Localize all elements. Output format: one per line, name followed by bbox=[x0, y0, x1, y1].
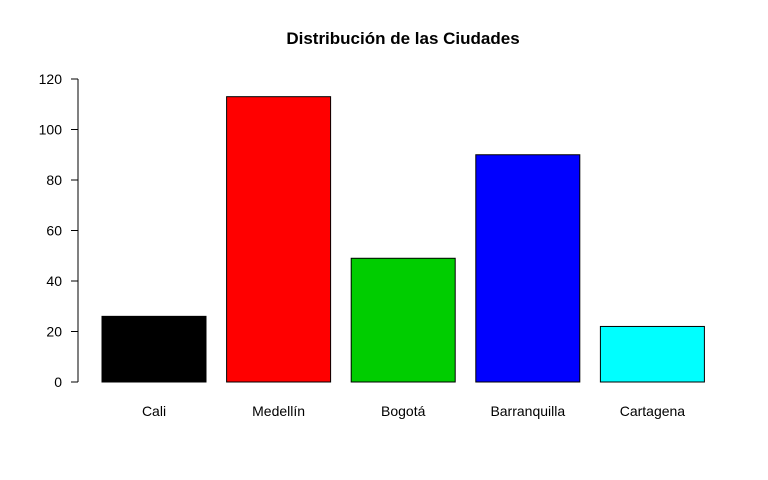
y-tick-label: 20 bbox=[46, 324, 62, 340]
y-tick-label: 60 bbox=[46, 223, 62, 239]
x-tick-label: Bogotá bbox=[381, 403, 426, 419]
bar-bogota bbox=[350, 257, 456, 383]
bar-cartagena bbox=[599, 325, 705, 383]
y-tick-label: 100 bbox=[39, 122, 63, 138]
chart-title: Distribución de las Ciudades bbox=[286, 29, 520, 48]
y-tick-label: 120 bbox=[39, 71, 63, 87]
y-tick-label: 40 bbox=[46, 273, 62, 289]
x-axis-labels: Cali Medellín Bogotá Barranquilla Cartagena bbox=[142, 403, 685, 419]
x-tick-label: Medellín bbox=[252, 403, 305, 419]
y-tick-label: 80 bbox=[46, 172, 62, 188]
y-axis: 0 20 40 60 80 100 120 bbox=[39, 71, 79, 390]
y-tick-label: 0 bbox=[54, 374, 62, 390]
bar-medellin bbox=[226, 96, 332, 383]
bar-barranquilla bbox=[475, 154, 581, 383]
bar-cali bbox=[101, 315, 207, 383]
bars-group bbox=[101, 96, 705, 383]
x-tick-label: Cali bbox=[142, 403, 166, 419]
x-tick-label: Cartagena bbox=[620, 403, 686, 419]
x-tick-label: Barranquilla bbox=[490, 403, 565, 419]
